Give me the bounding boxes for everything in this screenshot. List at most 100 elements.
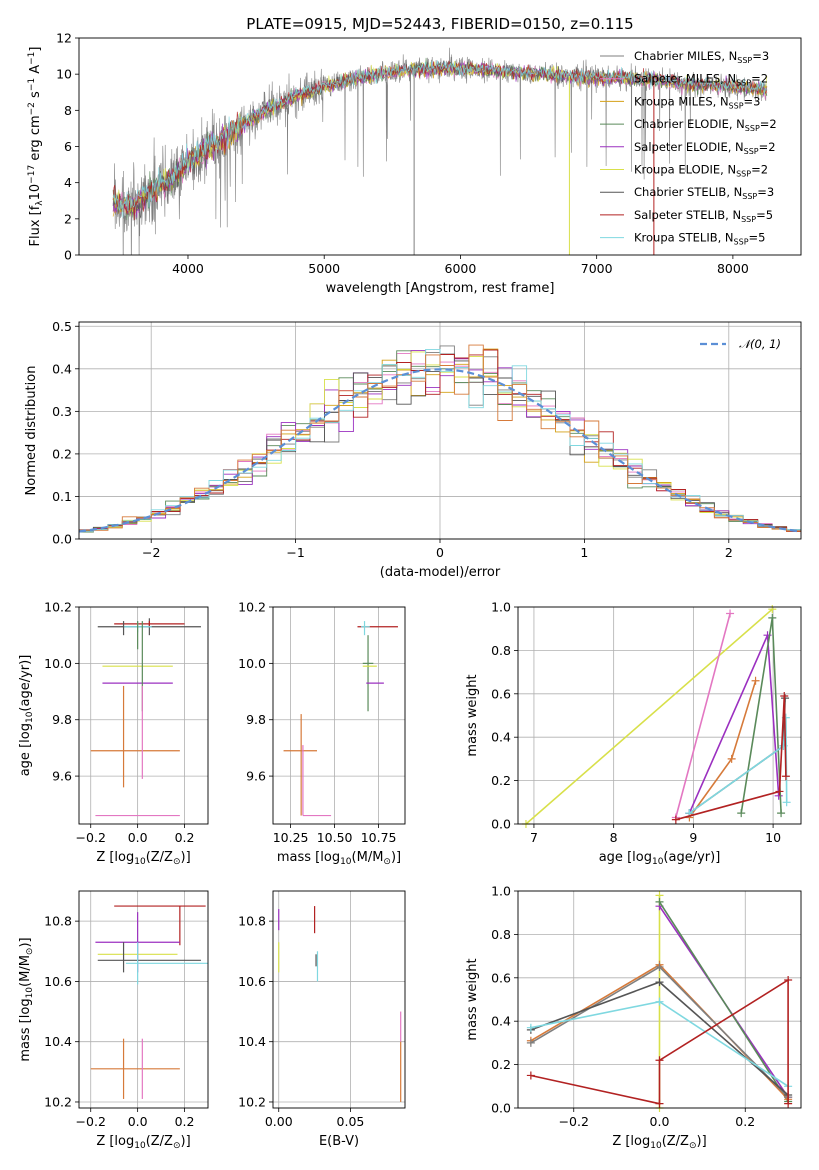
data-point <box>302 745 332 817</box>
model-spectrum-line <box>112 60 768 218</box>
axes-frame <box>78 321 802 540</box>
y-tick-label: 0.0 <box>491 817 511 832</box>
mass-weight-marker <box>655 1099 664 1108</box>
mass_weight_vs_age-axes: 7 8 9 10 0.0 0.2 0.4 0.6 0.8 1.0 age [log10(age/yr… <box>465 600 802 867</box>
axes-frame <box>517 890 802 1109</box>
x-tick-label: −1 <box>286 545 304 560</box>
x-tick-label: 0.0 <box>128 1114 148 1129</box>
y-axis-label: Normed distribution <box>24 366 39 496</box>
x-axis-label: Z [log10(Z/Z⊙)] <box>612 1134 706 1151</box>
mass-weight-marker <box>784 975 793 984</box>
x-axis-label: age [log10(age/yr)] <box>599 850 721 867</box>
mass-weight-marker <box>671 815 680 824</box>
data-point <box>125 942 208 985</box>
mass-weight-marker <box>768 605 777 614</box>
mass-weight-series-line <box>675 613 731 818</box>
y-tick-label: 2 <box>64 211 72 226</box>
legend-entry: Kroupa STELIB, NSSP=5 <box>634 231 765 247</box>
y-tick-label: 0.6 <box>491 970 511 985</box>
y-tick-label: 10.2 <box>238 600 266 615</box>
residual_histogram-axes: −2 −1 0 1 2 0.0 0.1 0.2 0.3 0.4 0.5 (data-model)/er… <box>24 319 802 580</box>
y-tick-label: 12 <box>56 31 72 46</box>
mass-weight-marker <box>737 809 746 818</box>
y-tick-label: 0.8 <box>491 927 511 942</box>
x-tick-label: 6000 <box>445 261 477 276</box>
age_vs_Z-axes: −0.2 0.0 0.2 9.6 9.8 10.0 10.2 Z [log10(Z/Z⊙)] a… <box>18 600 209 867</box>
mass-weight-marker <box>526 1038 535 1047</box>
mass-weight-marker <box>777 809 786 818</box>
mass-weight-marker <box>779 741 788 750</box>
y-tick-label: 0.0 <box>491 1101 511 1116</box>
x-axis-label: (data-model)/error <box>380 565 501 580</box>
mass_vs_Z-axes: −0.2 0.0 0.2 10.2 10.4 10.6 10.8 Z [log10(Z/Z⊙)… <box>18 890 209 1151</box>
x-tick-label: 0 <box>436 545 444 560</box>
mass-weight-series-line <box>688 680 757 818</box>
mass-weight-marker <box>526 1071 535 1080</box>
axes-frame <box>272 890 406 1109</box>
mass-weight-marker <box>784 1099 793 1108</box>
x-tick-label: 2 <box>725 545 733 560</box>
x-axis-label: Z [log10(Z/Z⊙)] <box>96 1134 190 1151</box>
y-tick-label: 0.4 <box>491 730 511 745</box>
x-tick-label: 10.50 <box>317 830 353 845</box>
gaussian-curve <box>79 368 801 533</box>
x-tick-label: 0.00 <box>265 1114 293 1129</box>
y-tick-label: 9.8 <box>246 712 266 727</box>
mass-weight-marker <box>780 691 789 700</box>
y-tick-label: 0 <box>64 248 72 263</box>
legend-entry: 𝒩(0, 1) <box>739 337 781 351</box>
mass-weight-series-line <box>525 608 773 824</box>
y-tick-label: 4 <box>64 175 72 190</box>
legend-entry: Kroupa ELODIE, NSSP=2 <box>634 163 768 179</box>
x-tick-label: 10 <box>765 830 781 845</box>
y-tick-label: 10.8 <box>238 914 266 929</box>
axes-frame <box>517 606 802 825</box>
x-tick-label: −0.2 <box>559 1114 589 1129</box>
y-tick-label: 9.6 <box>246 769 266 784</box>
y-tick-label: 0.2 <box>52 446 72 461</box>
x-tick-label: 10.75 <box>361 830 397 845</box>
mass-weight-marker <box>782 798 791 807</box>
data-point <box>90 1038 180 1099</box>
mass-weight-marker <box>781 772 790 781</box>
mass-weight-marker <box>726 609 735 618</box>
legend-entry: Chabrier ELODIE, NSSP=2 <box>634 117 777 133</box>
y-tick-label: 0.4 <box>52 361 72 376</box>
data-point <box>90 685 180 788</box>
mass-weight-marker <box>655 962 664 971</box>
y-tick-label: 10.6 <box>44 974 72 989</box>
mass-weight-marker <box>751 676 760 685</box>
x-axis-label: E(B-V) <box>319 1134 359 1149</box>
y-axis-label: mass [log10(M/M⊙)] <box>18 937 35 1061</box>
y-tick-label: 10.2 <box>44 1094 72 1109</box>
y-tick-label: 10.4 <box>238 1034 266 1049</box>
mass-weight-marker <box>727 754 736 763</box>
x-tick-label: 0.2 <box>735 1114 755 1129</box>
y-tick-label: 1.0 <box>491 884 511 899</box>
x-tick-label: −2 <box>142 545 160 560</box>
y-tick-label: 10 <box>56 67 72 82</box>
y-tick-label: 8 <box>64 103 72 118</box>
x-tick-label: 7000 <box>581 261 613 276</box>
mass-weight-marker <box>774 791 783 800</box>
y-tick-label: 10.2 <box>238 1094 266 1109</box>
y-tick-label: 0.2 <box>491 773 511 788</box>
mass-weight-marker <box>768 613 777 622</box>
y-tick-label: 0.4 <box>491 1014 511 1029</box>
y-tick-label: 1.0 <box>491 600 511 615</box>
y-tick-label: 9.8 <box>52 712 72 727</box>
legend-entry: Salpeter MILES, NSSP=2 <box>634 72 768 88</box>
model-spectrum-line <box>112 60 768 218</box>
y-axis-label: mass weight <box>465 958 480 1040</box>
legend-entry: Kroupa MILES, NSSP=3 <box>634 94 760 110</box>
mass-weight-marker <box>775 787 784 796</box>
x-tick-label: 0.0 <box>128 830 148 845</box>
mass-weight-marker <box>526 1023 535 1032</box>
y-tick-label: 0.5 <box>52 319 72 334</box>
x-tick-label: 8000 <box>717 261 749 276</box>
y-tick-label: 0.6 <box>491 686 511 701</box>
legend-entry: Chabrier MILES, NSSP=3 <box>634 49 769 65</box>
axes-frame <box>78 890 209 1109</box>
data-point <box>361 621 370 636</box>
